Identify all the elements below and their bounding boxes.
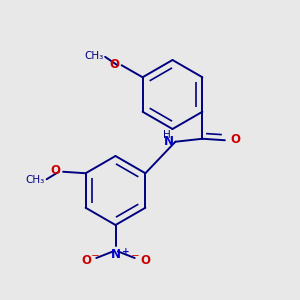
Text: O: O bbox=[140, 254, 150, 268]
Text: N: N bbox=[164, 135, 174, 148]
Text: H: H bbox=[163, 130, 171, 140]
Text: +: + bbox=[122, 247, 130, 256]
Text: CH₃: CH₃ bbox=[84, 51, 104, 61]
Text: O: O bbox=[81, 254, 91, 268]
Text: CH₃: CH₃ bbox=[26, 175, 45, 185]
Text: N: N bbox=[110, 248, 121, 260]
Text: −: − bbox=[131, 250, 140, 261]
Text: O: O bbox=[109, 58, 119, 71]
Text: O: O bbox=[230, 133, 240, 146]
Text: −: − bbox=[91, 250, 100, 261]
Text: O: O bbox=[51, 164, 61, 177]
